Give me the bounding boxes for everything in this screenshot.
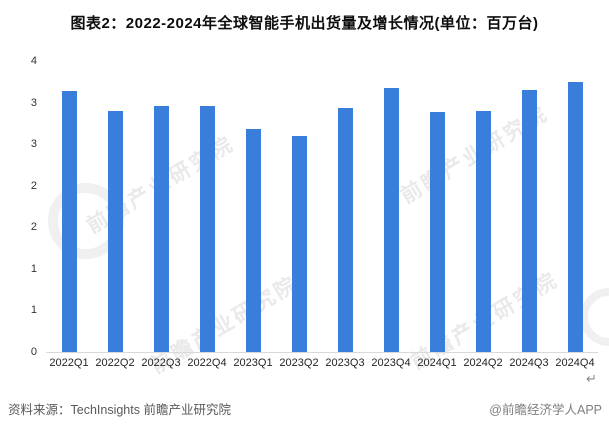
x-tick-label: 2022Q1 — [49, 357, 89, 369]
y-tick-label: 1 — [30, 304, 37, 317]
x-tick-label: 2024Q3 — [509, 357, 549, 369]
bar-2023Q4 — [383, 88, 399, 352]
bar-2022Q3 — [153, 105, 169, 352]
bar-2023Q1 — [245, 129, 261, 352]
bar-slot — [460, 61, 506, 352]
bar-2024Q4 — [567, 81, 583, 352]
x-tick-label: 2023Q2 — [279, 357, 319, 369]
x-tick-label: 2023Q4 — [371, 357, 411, 369]
x-axis: 2022Q1 2022Q2 2022Q3 2022Q4 2023Q1 2023Q2 2023… — [46, 357, 598, 369]
chart-title: 图表2：2022-2024年全球智能手机出货量及增长情况(单位：百万台) — [70, 15, 539, 32]
bar-2022Q4 — [199, 105, 215, 352]
x-tick-label: 2024Q4 — [555, 357, 595, 369]
credit-note: @前瞻经济学人APP — [489, 403, 602, 417]
y-tick-label: 2 — [30, 221, 37, 234]
plot-area — [46, 61, 598, 353]
bar-slot — [414, 61, 460, 352]
bar-slot — [506, 61, 552, 352]
bar-slot — [92, 61, 138, 352]
x-tick-label: 2023Q1 — [233, 357, 273, 369]
bar-slot — [322, 61, 368, 352]
x-tick-label: 2022Q3 — [141, 357, 181, 369]
bar-slot — [368, 61, 414, 352]
bar-2022Q1 — [61, 90, 77, 352]
bar-slot — [552, 61, 598, 352]
y-axis: 4 3 3 2 2 1 1 0 — [0, 55, 37, 358]
y-tick-label: 1 — [30, 262, 37, 275]
bar-2024Q3 — [521, 90, 537, 352]
bar-slot — [276, 61, 322, 352]
y-tick-label: 4 — [30, 55, 37, 67]
bar-2023Q2 — [291, 135, 307, 352]
bar-slot — [46, 61, 92, 352]
x-tick-label: 2022Q4 — [187, 357, 227, 369]
bar-2023Q3 — [337, 107, 353, 352]
x-tick-label: 2024Q2 — [463, 357, 503, 369]
x-tick-label: 2024Q1 — [417, 357, 457, 369]
y-tick-label: 3 — [30, 138, 37, 151]
bar-slot — [230, 61, 276, 352]
x-tick-label: 2023Q3 — [325, 357, 365, 369]
x-tick-label: 2022Q2 — [95, 357, 135, 369]
bar-2022Q2 — [107, 110, 123, 352]
bar-group — [46, 61, 598, 352]
bar-slot — [138, 61, 184, 352]
y-tick-label: 0 — [30, 346, 37, 358]
bar-slot — [184, 61, 230, 352]
y-tick-label: 3 — [30, 96, 37, 109]
paragraph-mark-icon: ↵ — [586, 371, 597, 386]
source-note: 资料来源：TechInsights 前瞻产业研究院 — [8, 403, 231, 417]
bar-2024Q1 — [429, 111, 445, 352]
bar-2024Q2 — [475, 110, 491, 352]
y-tick-label: 2 — [30, 179, 37, 192]
